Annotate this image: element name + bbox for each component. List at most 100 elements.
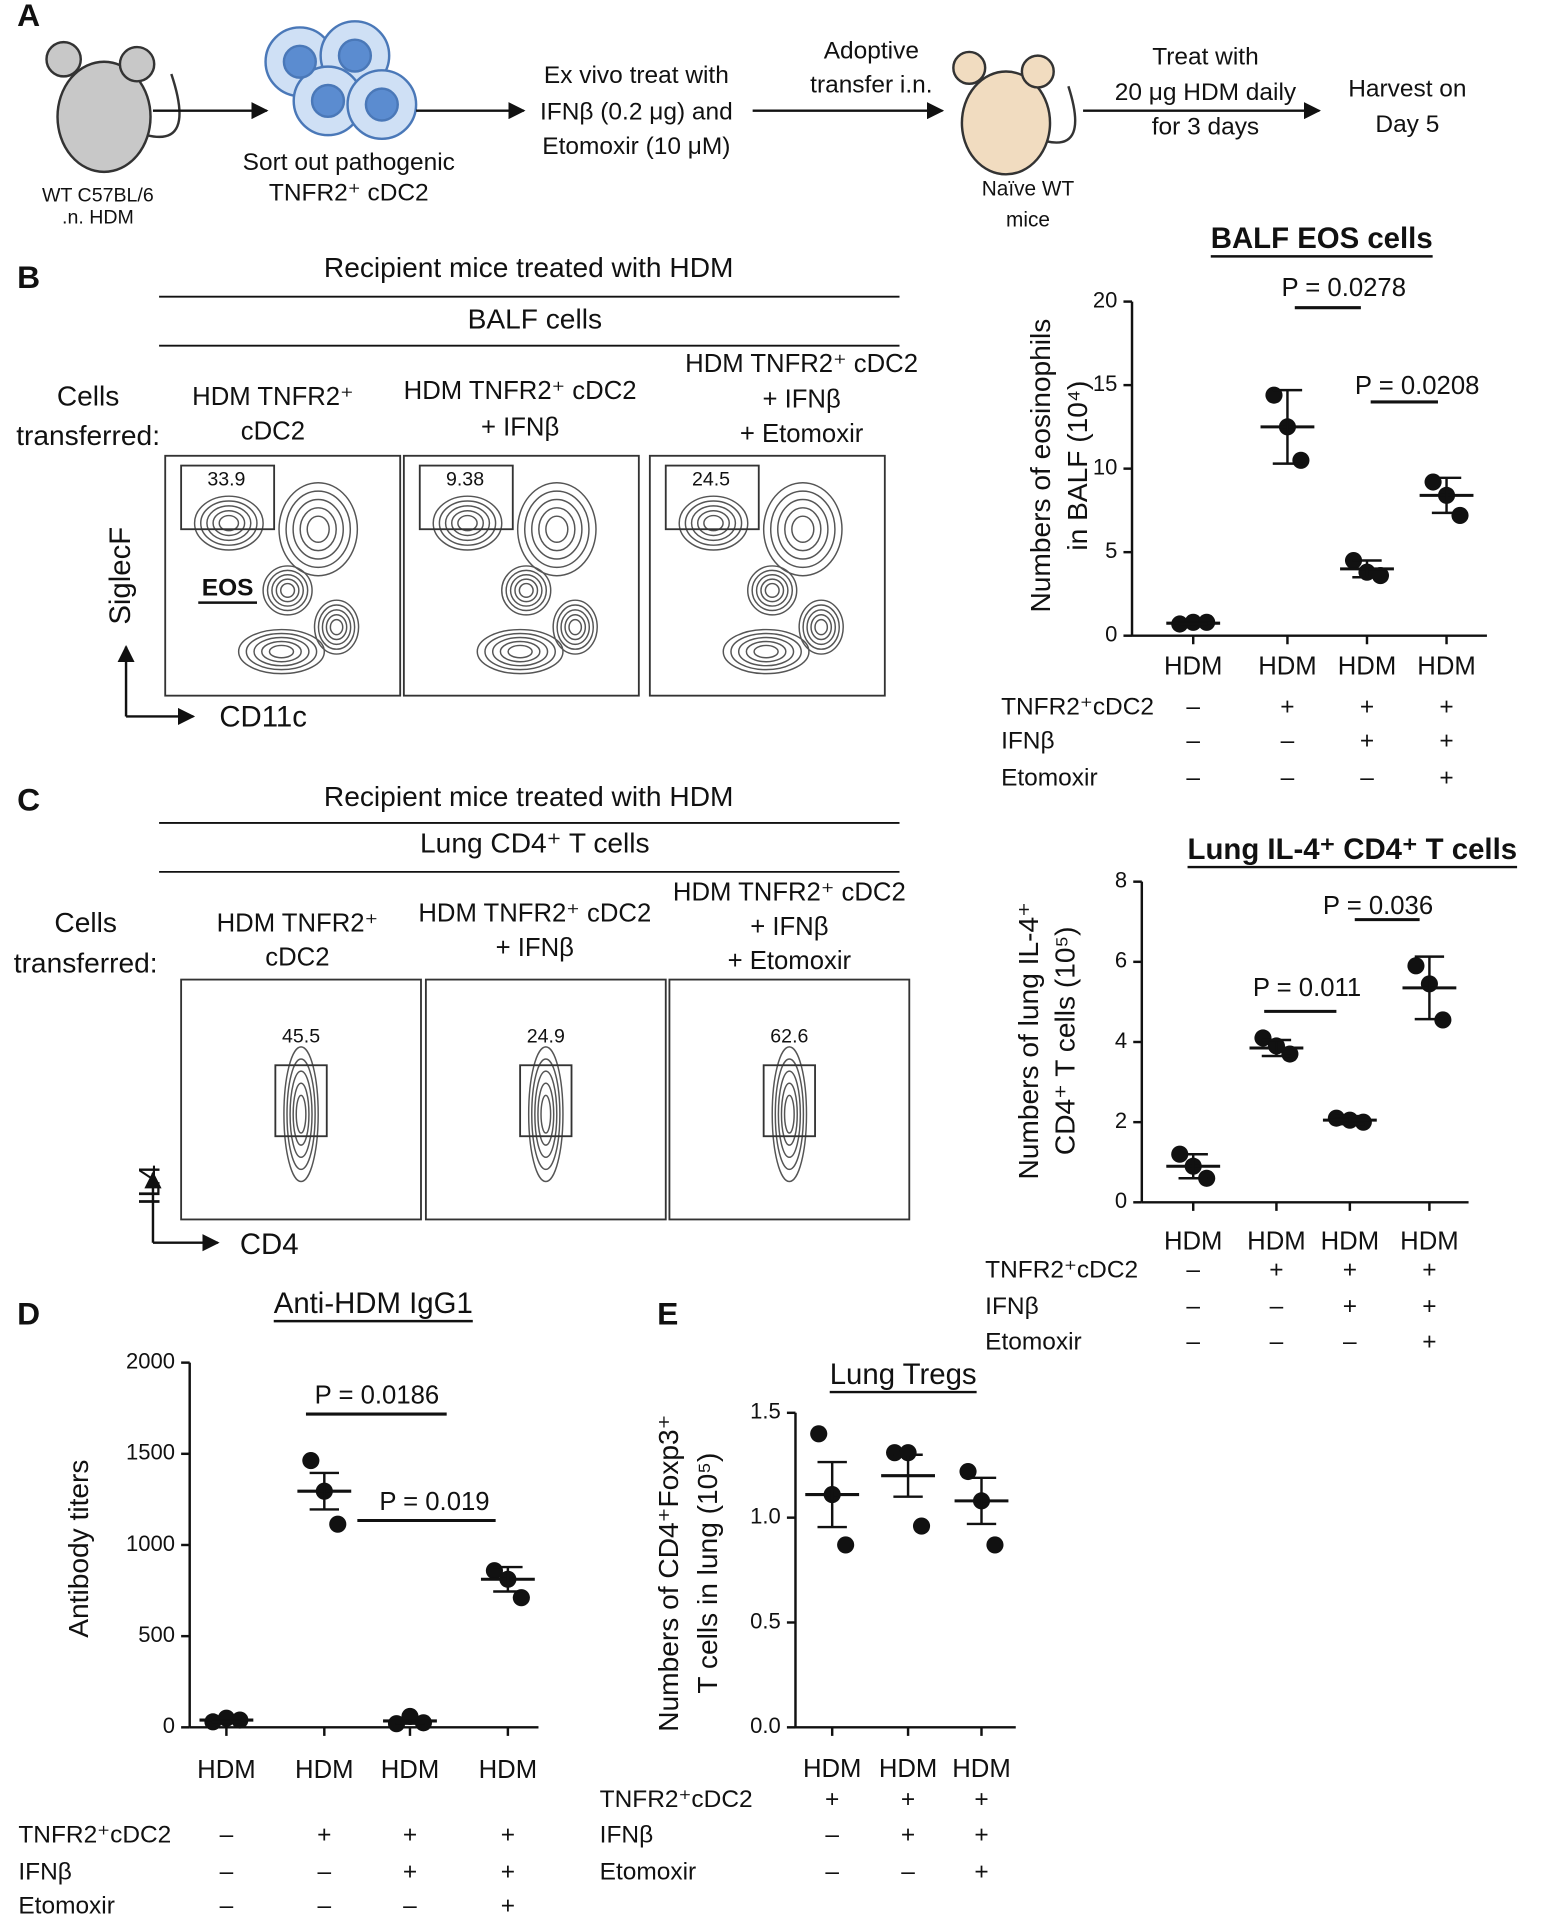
y-tick-label: 1000 xyxy=(126,1531,175,1556)
contour xyxy=(237,628,326,675)
data-point xyxy=(1327,1109,1345,1127)
error-bar xyxy=(893,1453,923,1498)
step-text: Treat with xyxy=(1152,44,1259,71)
y-tick-label: 20 xyxy=(1093,287,1118,312)
error-bar xyxy=(1261,1038,1292,1058)
gate-value: 33.9 xyxy=(207,468,245,490)
treatment-mark: – xyxy=(1186,728,1200,755)
treatment-mark: – xyxy=(220,1858,234,1885)
data-point xyxy=(1354,1113,1372,1131)
mouse-icon xyxy=(45,40,181,174)
error-bar xyxy=(1414,955,1445,1021)
contour xyxy=(275,578,300,603)
contour xyxy=(552,599,598,655)
flow-header: Recipient mice treated with HDM xyxy=(324,252,734,283)
treatment-mark: – xyxy=(1270,1293,1284,1320)
contour-plot xyxy=(180,978,422,1221)
contour xyxy=(299,507,337,552)
contour xyxy=(501,565,552,616)
contour xyxy=(329,618,344,636)
data-point xyxy=(899,1444,917,1462)
treatment-mark: + xyxy=(1439,728,1453,755)
condition-label: + IFNβ xyxy=(496,934,574,962)
contour xyxy=(514,578,539,603)
data-point xyxy=(512,1589,530,1607)
flow-axis-label: CD4 xyxy=(240,1228,299,1261)
contour xyxy=(295,1094,307,1134)
treatment-mark: – xyxy=(1270,1329,1284,1356)
contour xyxy=(527,1046,564,1183)
contour xyxy=(760,578,785,603)
panel-label: D xyxy=(17,1296,40,1332)
contour xyxy=(285,490,352,569)
contour xyxy=(722,628,810,675)
contour xyxy=(783,1094,795,1134)
treatment-name: Etomoxir xyxy=(985,1329,1082,1356)
x-tick-label: HDM xyxy=(295,1756,354,1784)
error-bar xyxy=(817,1460,847,1529)
contour xyxy=(764,582,780,598)
y-axis-label: T cells in lung (10⁵) xyxy=(692,1453,723,1694)
schematic-art xyxy=(45,20,1321,176)
contour xyxy=(518,582,534,598)
contour xyxy=(325,614,348,641)
step-text: Sort out pathogenic xyxy=(243,149,455,176)
treatment-mark: + xyxy=(974,1858,988,1885)
contour xyxy=(737,636,795,667)
p-value: P = 0.019 xyxy=(379,1488,489,1516)
gate xyxy=(664,464,760,531)
step-text: Adoptive xyxy=(824,37,919,64)
contour xyxy=(753,644,779,659)
contour xyxy=(564,614,587,641)
treatment-name: Etomoxir xyxy=(18,1893,115,1920)
p-value: P = 0.036 xyxy=(1323,892,1433,920)
row-label: transferred: xyxy=(14,947,158,978)
contour xyxy=(200,500,258,546)
treatment-mark: + xyxy=(1439,764,1453,791)
treatment-mark: – xyxy=(825,1858,839,1885)
y-axis-label: Antibody titers xyxy=(63,1460,94,1638)
contour xyxy=(321,609,352,646)
contour xyxy=(444,505,491,542)
treatment-name: TNFR2⁺cDC2 xyxy=(1001,693,1154,720)
contour xyxy=(261,640,302,663)
contour xyxy=(516,481,597,577)
y-tick-label: 0.0 xyxy=(750,1713,781,1738)
treatment-mark: + xyxy=(501,1893,515,1920)
contour xyxy=(457,514,478,532)
x-tick-label: HDM xyxy=(1321,1227,1380,1255)
plot-frame xyxy=(180,978,422,1221)
y-tick-label: 0 xyxy=(163,1713,175,1738)
y-axis-label: Numbers of lung IL-4⁺ xyxy=(1013,902,1044,1179)
x-tick-label: HDM xyxy=(1338,652,1397,680)
x-tick-label: HDM xyxy=(1164,652,1223,680)
panel-label: A xyxy=(17,0,40,33)
contour xyxy=(283,1046,319,1183)
contour xyxy=(262,565,313,616)
contour xyxy=(690,505,737,542)
contour xyxy=(777,1070,802,1159)
step-text: Ex vivo treat with xyxy=(544,62,729,89)
data-point xyxy=(1292,451,1310,469)
chart-title: Lung Tregs xyxy=(830,1358,977,1391)
gate xyxy=(519,1064,573,1138)
contour xyxy=(684,500,743,546)
treatment-name: IFNβ xyxy=(18,1858,72,1885)
step-text: transfer i.n. xyxy=(810,72,932,99)
p-value: P = 0.0278 xyxy=(1281,274,1406,302)
treatment-mark: – xyxy=(318,1893,332,1920)
error-bar xyxy=(309,1471,339,1511)
condition-label: + IFNβ xyxy=(762,386,840,414)
treatment-mark: + xyxy=(901,1786,915,1813)
treatment-mark: + xyxy=(1280,693,1294,720)
data-point xyxy=(1254,1029,1272,1047)
y-axis-label: Numbers of eosinophils xyxy=(1025,319,1056,613)
y-tick-label: 500 xyxy=(138,1622,175,1647)
treatment-mark: – xyxy=(403,1893,417,1920)
treatment-mark: + xyxy=(317,1822,331,1849)
treatment-mark: + xyxy=(403,1822,417,1849)
gate-label: EOS xyxy=(202,575,254,602)
contour xyxy=(814,618,829,636)
data-point xyxy=(302,1451,320,1470)
error-bar xyxy=(1335,1114,1365,1126)
